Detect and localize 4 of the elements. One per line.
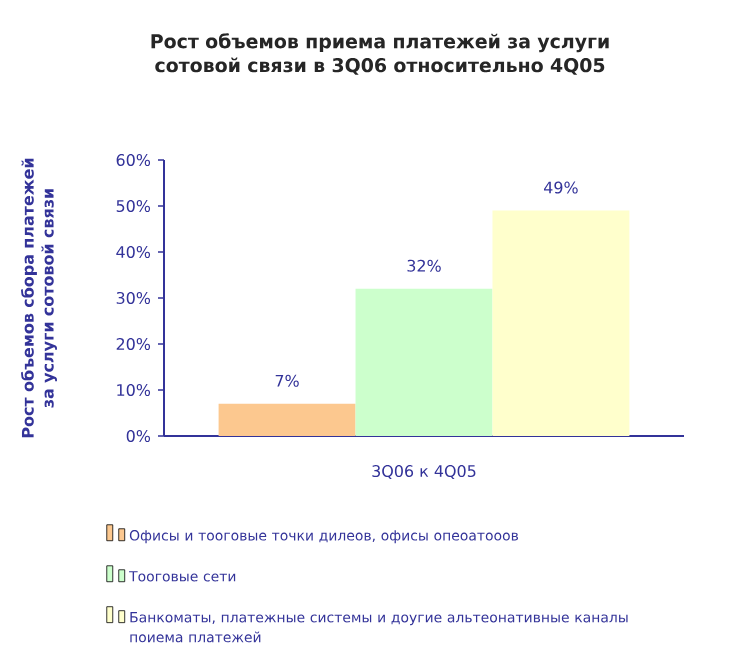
bar <box>218 403 356 436</box>
chart-title: Рост объемов приема платежей за услуги сотовой связи в 3Q06 относительно 4Q05 <box>151 33 609 75</box>
bar <box>355 288 493 436</box>
bar <box>492 210 630 436</box>
